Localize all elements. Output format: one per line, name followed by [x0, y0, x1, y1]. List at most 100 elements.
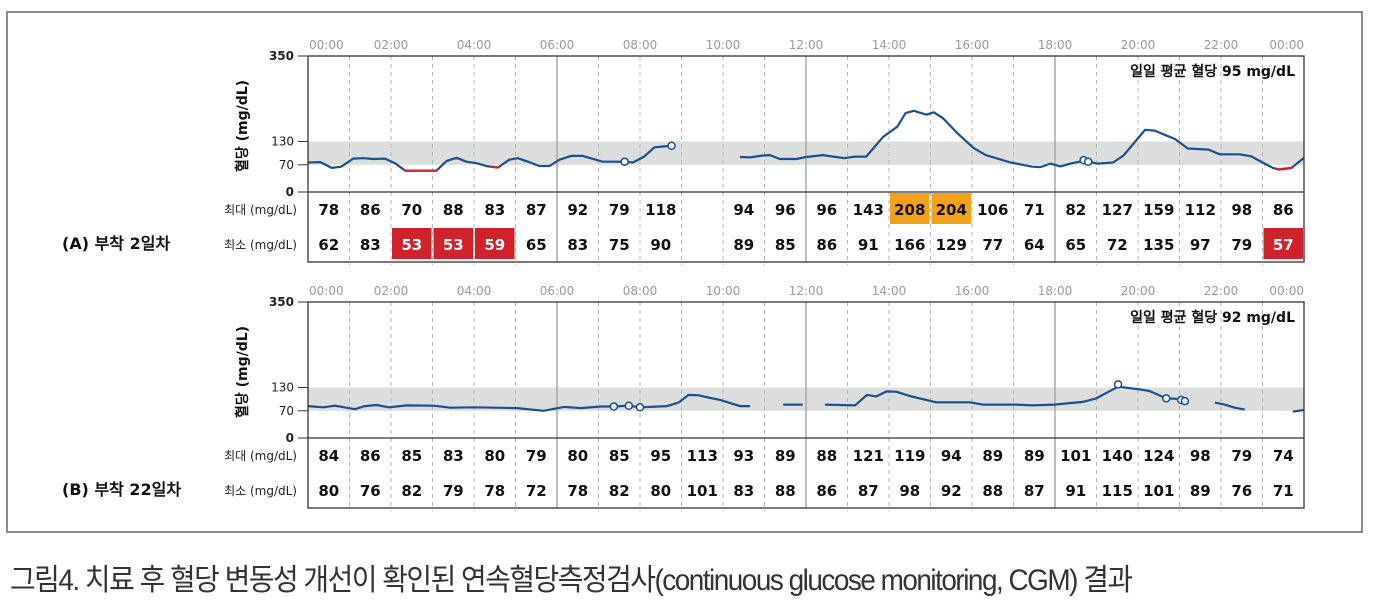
table-cell-min: 115 [1102, 482, 1133, 500]
panel-b: 00:00 02:00 04:00 06:00 08:00 10:00 12:00 14:00… [62, 284, 1305, 511]
table-cell-min: 83 [567, 236, 588, 254]
x-tick-label: 18:00 [1038, 38, 1073, 52]
table-cell-max: 121 [853, 447, 884, 465]
table-cell-max: 140 [1102, 447, 1133, 465]
table-cell-min: 79 [443, 482, 464, 500]
table-cell-max: 112 [1185, 201, 1216, 219]
table-cell-max: 79 [526, 447, 547, 465]
y-tick-label: 130 [271, 134, 294, 148]
daily-mean-label: 일일 평균 혈당 92 mg/dL [1130, 309, 1295, 326]
table-cell-max: 78 [318, 201, 339, 219]
x-tick-label: 00:00 [309, 284, 344, 298]
panel-title: (A) 부착 2일차 [62, 234, 170, 253]
table-cell-max: 83 [443, 447, 464, 465]
glucose-line [307, 385, 1305, 413]
table-cell-min: 101 [1143, 482, 1174, 500]
table-cell-min: 83 [733, 482, 754, 500]
table-cell-min: 92 [941, 482, 962, 500]
table-cell-max: 79 [1231, 447, 1252, 465]
x-tick-label: 06:00 [540, 284, 575, 298]
y-tick-label: 0 [286, 431, 294, 445]
x-tick-label: 14:00 [872, 38, 907, 52]
table-cell-max: 208 [894, 201, 925, 219]
table-cell-max: 106 [977, 201, 1008, 219]
event-marker [620, 157, 629, 166]
x-tick-label: 12:00 [789, 38, 824, 52]
table-cell-max: 98 [1231, 201, 1252, 219]
table-cell-max: 96 [775, 201, 796, 219]
event-marker [609, 402, 619, 411]
y-tick-label: 70 [279, 404, 294, 418]
table-cell-min: 91 [1065, 482, 1086, 500]
table-cell-min: 97 [1190, 236, 1211, 254]
table-cell-min: 88 [982, 482, 1003, 500]
event-marker [1180, 396, 1190, 406]
table-cell-min: 64 [1024, 236, 1045, 254]
row-label-max: 최대 (mg/dL) [224, 449, 297, 463]
table-cell-min: 90 [650, 236, 671, 254]
table-cell-max: 101 [1060, 447, 1091, 465]
table-cell-max: 85 [609, 447, 630, 465]
table-cell-max: 80 [567, 447, 588, 465]
x-tick-label: 08:00 [623, 284, 658, 298]
table-cell-max: 127 [1102, 201, 1133, 219]
table-cell-max: 84 [318, 447, 339, 465]
table-cell-max: 89 [1024, 447, 1045, 465]
table-cell-max: 94 [733, 201, 754, 219]
figure-frame [6, 11, 1363, 533]
x-tick-label: 06:00 [540, 38, 575, 52]
table-cell-min: 87 [858, 482, 879, 500]
table-cell-min: 80 [318, 482, 339, 500]
table-cell-min: 62 [318, 236, 339, 254]
table-cell-min: 98 [899, 482, 920, 500]
x-tick-label: 10:00 [706, 38, 741, 52]
table-cell-max: 113 [687, 447, 718, 465]
table-cell-min: 89 [733, 236, 754, 254]
daily-mean-label: 일일 평균 혈당 95 mg/dL [1130, 63, 1295, 80]
table-cell-max: 83 [484, 201, 505, 219]
figure-caption: 그림4. 치료 후 혈당 변동성 개선이 확인된 연속혈당측정검사(contin… [10, 564, 1133, 597]
table-cell-min: 78 [567, 482, 588, 500]
x-tick-label: 14:00 [872, 284, 907, 298]
table-cell-max: 86 [360, 447, 381, 465]
high-value-highlight [890, 193, 930, 224]
y-axis-title: 혈당 (mg/dL) [234, 80, 251, 172]
x-tick-label: 04:00 [457, 38, 492, 52]
table-cell-max: 80 [484, 447, 505, 465]
cgm-figure: 00:00 02:00 04:00 06:00 08:00 10:00 12:00 14:00… [6, 11, 1363, 533]
x-tick-label: 00:00 [1269, 284, 1304, 298]
low-value-highlight [392, 228, 432, 259]
x-tick-label: 02:00 [374, 284, 409, 298]
table-cell-max: 93 [733, 447, 754, 465]
y-tick-label: 130 [271, 380, 294, 394]
table-cell-min: 101 [687, 482, 718, 500]
table-cell-min: 135 [1143, 236, 1174, 254]
table-cell-max: 95 [650, 447, 671, 465]
table-cell-min: 129 [936, 236, 967, 254]
x-tick-label: 00:00 [1269, 38, 1304, 52]
table-cell-max: 119 [894, 447, 925, 465]
table-cell-min: 59 [484, 236, 505, 254]
table-cell-min: 82 [609, 482, 630, 500]
table-cell-max: 89 [982, 447, 1003, 465]
table-cell-min: 76 [1231, 482, 1252, 500]
table-cell-min: 88 [775, 482, 796, 500]
table-cell-max: 89 [775, 447, 796, 465]
table-cell-min: 91 [858, 236, 879, 254]
table-cell-min: 83 [360, 236, 381, 254]
table-cell-max: 124 [1143, 447, 1174, 465]
table-cell-min: 78 [484, 482, 505, 500]
plot-frame [307, 301, 1305, 509]
x-tick-label: 22:00 [1204, 38, 1239, 52]
table-cell-max: 204 [936, 201, 967, 219]
low-glucose-segment [490, 165, 500, 169]
low-value-highlight [475, 228, 515, 259]
table-cell-min: 53 [443, 236, 464, 254]
y-tick-label: 70 [279, 158, 294, 172]
y-axis-title: 혈당 (mg/dL) [234, 326, 251, 418]
event-marker [624, 401, 634, 410]
event-marker [667, 141, 676, 151]
table-cell-min: 85 [775, 236, 796, 254]
x-tick-label: 04:00 [457, 284, 492, 298]
table-cell-min: 75 [609, 236, 630, 254]
